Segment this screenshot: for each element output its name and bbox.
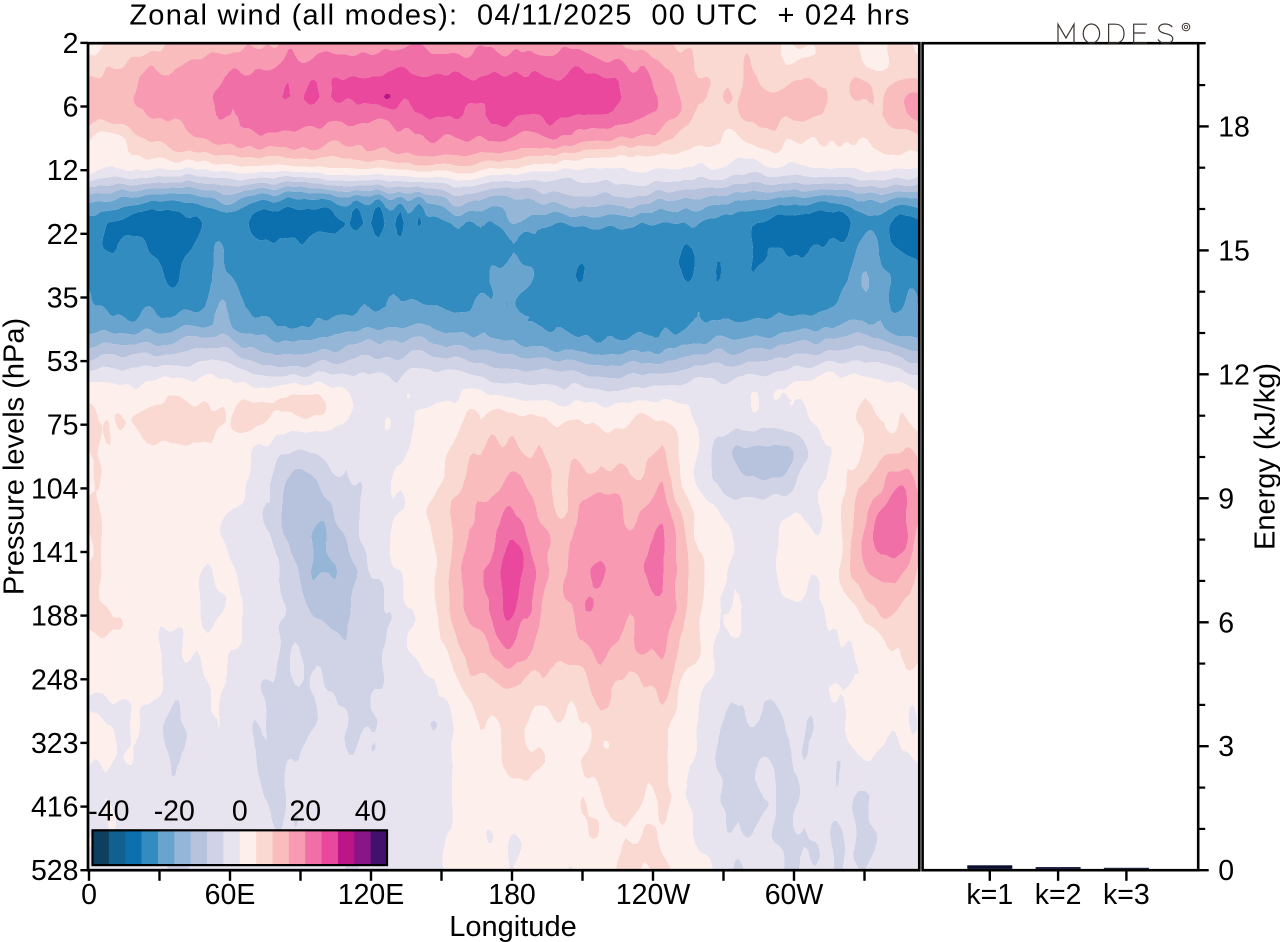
svg-text:12: 12 (47, 155, 79, 187)
svg-text:60W: 60W (765, 879, 824, 911)
svg-text:15: 15 (1218, 235, 1250, 267)
svg-text:323: 323 (31, 728, 79, 760)
svg-text:53: 53 (47, 346, 79, 378)
svg-text:-40: -40 (88, 796, 129, 828)
svg-text:22: 22 (47, 219, 79, 251)
svg-text:Energy (kJ/kg): Energy (kJ/kg) (1250, 363, 1280, 550)
svg-text:6: 6 (63, 92, 79, 124)
svg-text:188: 188 (31, 601, 79, 633)
svg-text:40: 40 (355, 796, 387, 828)
svg-text:k=1: k=1 (966, 879, 1013, 911)
svg-text:120E: 120E (338, 879, 405, 911)
svg-text:0: 0 (81, 879, 97, 911)
svg-text:180: 180 (488, 879, 536, 911)
svg-text:2: 2 (63, 28, 79, 60)
svg-text:18: 18 (1218, 111, 1250, 143)
svg-text:248: 248 (31, 664, 79, 696)
svg-text:528: 528 (31, 855, 79, 887)
svg-text:k=2: k=2 (1035, 879, 1082, 911)
svg-text:120W: 120W (616, 879, 691, 911)
svg-text:75: 75 (47, 410, 79, 442)
svg-text:12: 12 (1218, 359, 1250, 391)
svg-text:141: 141 (31, 537, 79, 569)
svg-text:k=3: k=3 (1103, 879, 1150, 911)
svg-text:35: 35 (47, 283, 79, 315)
svg-text:3: 3 (1218, 731, 1234, 763)
svg-text:6: 6 (1218, 607, 1234, 639)
svg-text:416: 416 (31, 792, 79, 824)
svg-text:104: 104 (31, 473, 79, 505)
svg-text:0: 0 (1218, 855, 1234, 887)
svg-text:Pressure levels (hPa): Pressure levels (hPa) (0, 318, 31, 595)
svg-text:Longitude: Longitude (449, 911, 576, 942)
svg-text:20: 20 (289, 796, 321, 828)
svg-text:-20: -20 (154, 796, 195, 828)
svg-text:Zonal wind (all modes): 04/11: Zonal wind (all modes): 04/11/2025 00 UT… (129, 0, 910, 32)
svg-text:9: 9 (1218, 483, 1234, 515)
svg-text:0: 0 (232, 796, 248, 828)
svg-text:60E: 60E (205, 879, 256, 911)
